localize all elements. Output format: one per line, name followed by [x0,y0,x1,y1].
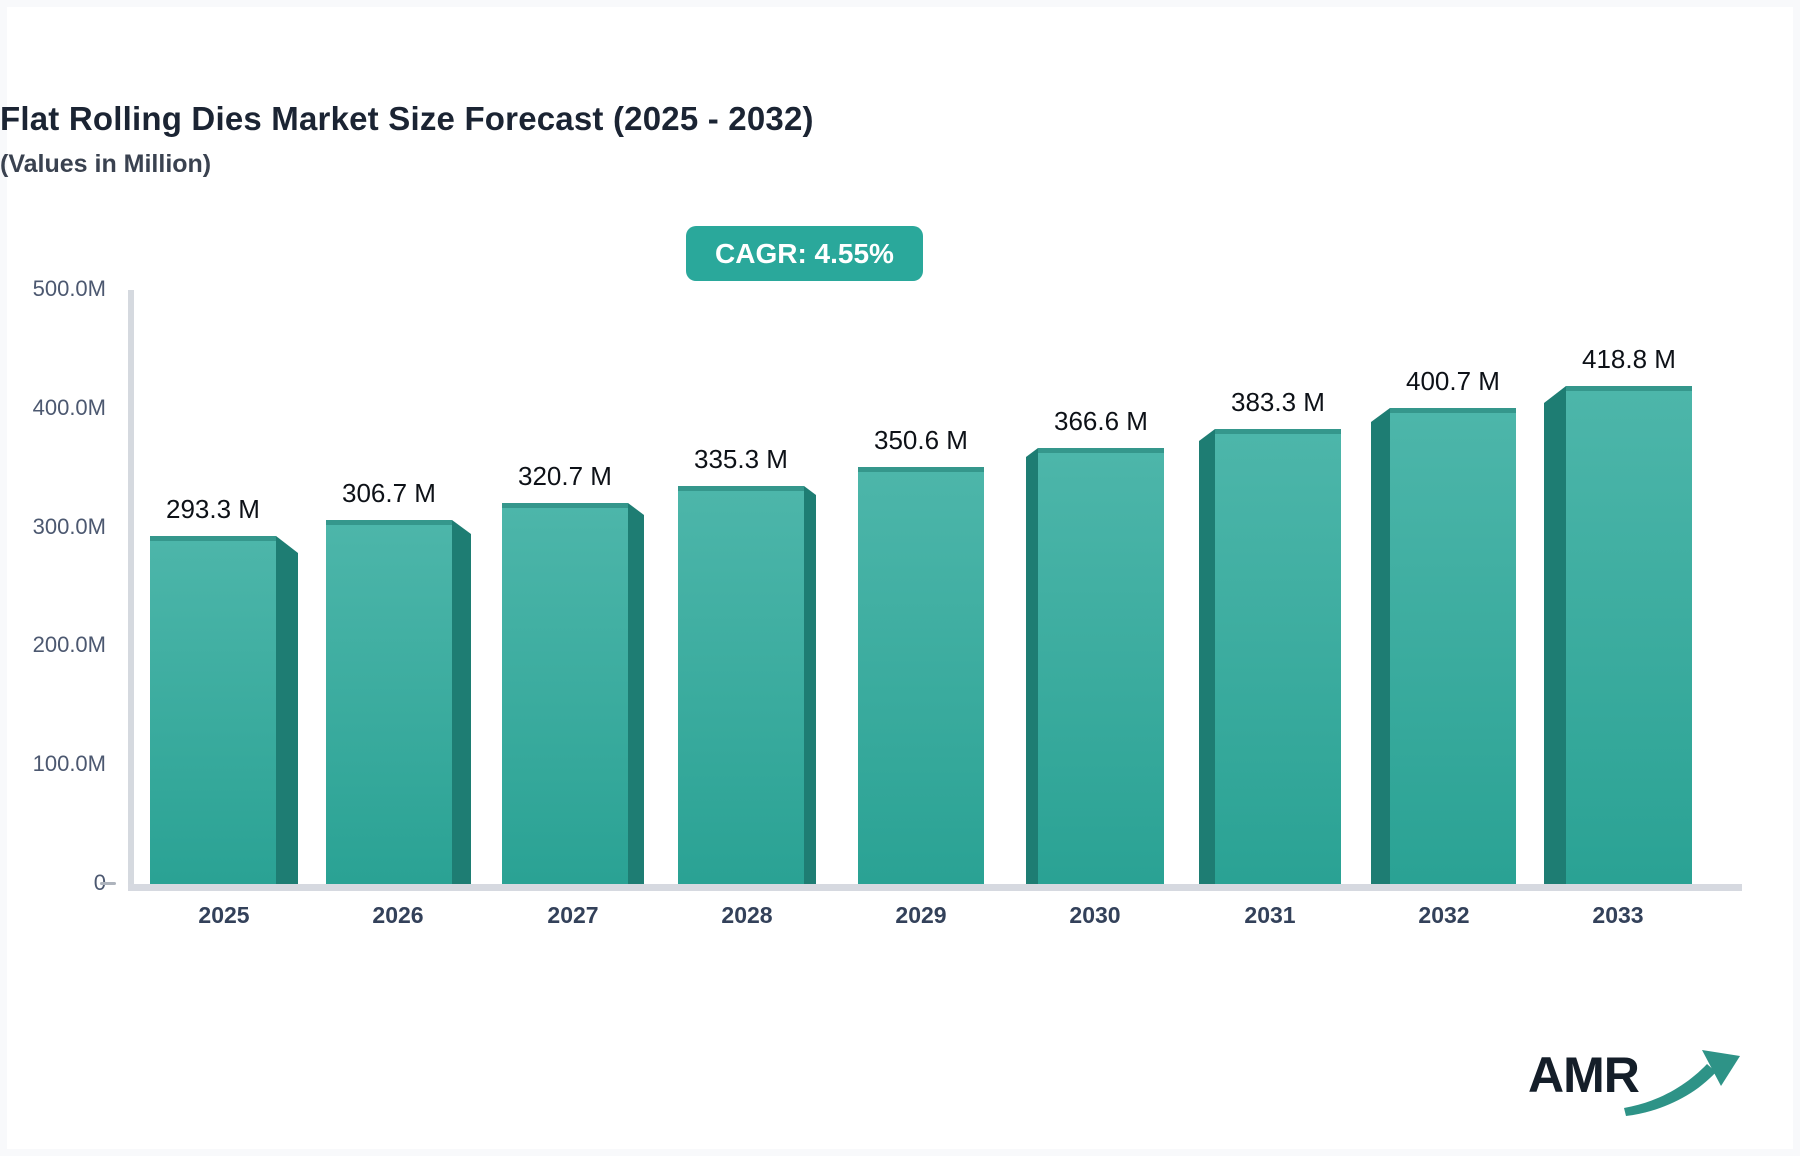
bar-top-edge [326,520,452,525]
bar-top-edge [1390,408,1516,413]
bar-front-face [1390,408,1516,884]
y-axis-line [128,290,134,884]
x-axis-label: 2026 [372,902,424,928]
bar-top-edge [1215,429,1341,434]
bar-front-face [502,503,628,884]
bar-front-face [1215,429,1341,884]
chart-subtitle: (Values in Million) [0,150,212,178]
bar-top-edge [1038,448,1164,453]
y-axis-tick-label: 500.0M [32,276,106,301]
cagr-badge: CAGR: 4.55% [686,226,923,281]
bar-top-edge [502,503,628,508]
bar-value-label: 306.7 M [342,478,436,508]
bar-2028 [678,486,816,884]
y-axis-tick-label: 100.0M [32,751,106,776]
bar-side-face [1371,408,1390,884]
x-axis-label: 2032 [1418,902,1470,928]
y-axis-tick-label: 400.0M [32,395,106,420]
bar-value-label: 418.8 M [1582,344,1676,374]
zero-tick-mark [100,882,116,885]
bar-value-label: 335.3 M [694,444,788,474]
chart-title: Flat Rolling Dies Market Size Forecast (… [0,100,814,137]
bar-top-edge [678,486,804,491]
x-axis-label: 2027 [547,902,599,928]
x-axis-baseline [128,884,1742,891]
growth-arrow-icon [1624,1050,1740,1116]
bar-top-edge [858,467,984,472]
bar-2033 [1544,386,1692,884]
bar-2026 [326,520,471,884]
bar-top-edge [1566,386,1692,391]
bar-side-face [1199,429,1215,884]
bar-value-label: 293.3 M [166,494,260,524]
x-axis-label: 2025 [198,902,250,928]
bar-2031 [1199,429,1341,884]
bar-front-face [1566,386,1692,884]
bar-value-label: 383.3 M [1231,387,1325,417]
bar-top-edge [150,536,276,541]
amr-logo: AMR [1522,1038,1752,1124]
bar-front-face [326,520,452,884]
bar-value-label: 350.6 M [874,425,968,455]
x-axis-label: 2033 [1592,902,1644,928]
bar-side-face [804,486,816,884]
bar-value-label: 366.6 M [1054,406,1148,436]
y-axis-tick-label: 200.0M [32,632,106,657]
amr-logo-text: AMR [1528,1047,1640,1103]
bar-side-face [1544,386,1566,884]
bar-front-face [1038,448,1164,884]
x-axis-label: 2028 [721,902,773,928]
bar-side-face [276,536,298,884]
x-axis-label: 2029 [895,902,947,928]
bar-2030 [1026,448,1164,884]
bar-2027 [502,503,644,884]
bar-value-label: 400.7 M [1406,366,1500,396]
bar-value-label: 320.7 M [518,461,612,491]
bar-front-face [678,486,804,884]
bar-front-face [150,536,276,884]
bar-2032 [1371,408,1516,884]
bar-2025 [150,536,298,884]
bar-side-face [628,503,644,884]
y-axis-tick-label: 300.0M [32,514,106,539]
x-axis-label: 2030 [1069,902,1121,928]
bar-side-face [452,520,471,884]
y-axis-tick-label: 0 [0,870,106,896]
bar-front-face [858,467,984,884]
x-axis-label: 2031 [1244,902,1296,928]
bar-side-face [1026,448,1038,884]
bar-2029 [858,467,984,884]
